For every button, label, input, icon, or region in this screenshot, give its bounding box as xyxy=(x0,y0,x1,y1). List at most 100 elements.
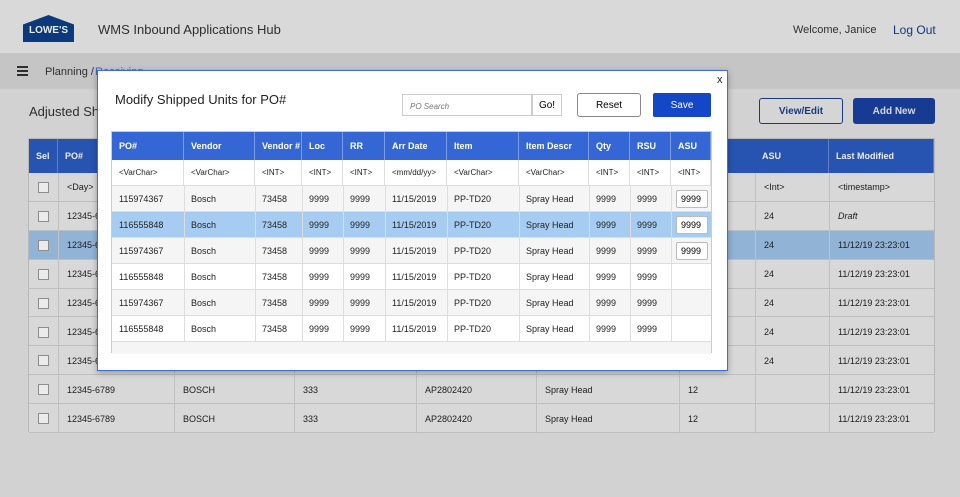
cell-ref: 333 xyxy=(303,384,319,395)
column-divider xyxy=(385,264,386,290)
add-new-button[interactable]: Add New xyxy=(853,98,935,124)
cell: 11/15/2019 xyxy=(392,324,437,334)
welcome: Welcome, Janice xyxy=(793,24,877,36)
type-cell: <VarChar> xyxy=(447,160,519,186)
cell: 115974367 xyxy=(119,194,164,204)
cell-asu: 24 xyxy=(764,240,775,251)
column-header: Vendor xyxy=(184,132,255,160)
column-header: Arr Date xyxy=(385,132,447,160)
type-cell: <INT> xyxy=(255,160,302,186)
cell: 9999 xyxy=(637,194,658,204)
cell: 9999 xyxy=(309,272,330,282)
column-divider xyxy=(343,316,344,342)
column-divider xyxy=(630,238,631,264)
cell-qty: 12 xyxy=(688,384,699,395)
column-header: Qty xyxy=(589,132,630,160)
cell: 115974367 xyxy=(119,298,164,308)
view-edit-button[interactable]: View/Edit xyxy=(759,98,843,124)
column-header: Item Descr xyxy=(519,132,589,160)
checkbox[interactable] xyxy=(38,268,49,280)
column-divider xyxy=(184,238,185,264)
column-header: ASU xyxy=(671,132,711,160)
column-divider xyxy=(519,212,520,238)
save-button[interactable]: Save xyxy=(653,93,711,117)
column-divider xyxy=(184,290,185,316)
cell-modified: 11/12/19 23:23:01 xyxy=(838,269,910,280)
column-header: Sel xyxy=(29,139,58,173)
column-header: ASU xyxy=(755,139,829,173)
cell-po: <Day> xyxy=(67,182,94,193)
cell: 116555848 xyxy=(119,324,164,334)
cell-modified: 11/12/19 23:23:01 xyxy=(838,240,910,251)
cell: 11/15/2019 xyxy=(392,272,437,282)
go-button[interactable]: Go! xyxy=(532,94,562,116)
asu-input[interactable]: 9999 xyxy=(676,242,708,260)
checkbox[interactable] xyxy=(38,413,49,425)
type-cell: <INT> xyxy=(302,160,343,186)
table-row xyxy=(29,375,934,405)
type-cell: <INT> xyxy=(589,160,630,186)
column-divider xyxy=(447,212,448,238)
cell: 11/15/2019 xyxy=(392,194,437,204)
cell: Bosch xyxy=(191,246,217,256)
column-divider xyxy=(829,173,830,433)
cell: Spray Head xyxy=(526,246,574,256)
cell-qty: 12 xyxy=(688,413,699,424)
cell-po: 12345-6789 xyxy=(67,240,116,251)
cell: 9999 xyxy=(350,220,371,230)
column-divider xyxy=(630,264,631,290)
column-divider xyxy=(519,316,520,342)
column-divider xyxy=(302,264,303,290)
asu-input[interactable]: 9999 xyxy=(676,190,708,208)
cell: 73458 xyxy=(262,272,288,282)
close-button[interactable]: x xyxy=(717,74,723,86)
cell-asu: <Int> xyxy=(764,182,785,193)
column-divider xyxy=(447,238,448,264)
modal-table: PO# Vendor Vendor # Loc RR Arr Date Item Item D… xyxy=(111,131,712,354)
cell-modified: 11/12/19 23:23:01 xyxy=(838,326,910,337)
type-cell: <VarChar> xyxy=(184,160,255,186)
type-cell: <INT> xyxy=(671,160,711,186)
table-row xyxy=(112,290,711,316)
cell-modified: 11/12/19 23:23:01 xyxy=(838,384,910,395)
cell: 9999 xyxy=(309,194,330,204)
cell: Spray Head xyxy=(526,298,574,308)
cell-po: 12345-6789 xyxy=(67,413,116,424)
search-input[interactable]: PO Search xyxy=(402,94,532,116)
checkbox[interactable] xyxy=(38,355,49,367)
checkbox[interactable] xyxy=(38,210,49,222)
column-divider xyxy=(343,264,344,290)
checkbox[interactable] xyxy=(38,182,49,193)
cell: 73458 xyxy=(262,298,288,308)
cell: Bosch xyxy=(191,298,217,308)
column-divider xyxy=(447,316,448,342)
logout-link[interactable]: Log Out xyxy=(893,23,936,37)
column-divider xyxy=(343,186,344,212)
cell: 9999 xyxy=(350,324,371,334)
column-divider xyxy=(343,212,344,238)
cell-modified: <timestamp> xyxy=(838,182,891,193)
column-divider xyxy=(671,264,672,290)
column-divider xyxy=(630,316,631,342)
cell-po: 12345-6789 xyxy=(67,211,116,222)
cell: 9999 xyxy=(596,298,617,308)
reset-button[interactable]: Reset xyxy=(577,93,641,117)
column-divider xyxy=(630,212,631,238)
cell-asu: 24 xyxy=(764,298,775,309)
breadcrumb: Planning / xyxy=(45,66,94,78)
cell-po: 12345-6789 xyxy=(67,298,116,309)
cell: 9999 xyxy=(637,298,658,308)
checkbox[interactable] xyxy=(38,297,49,309)
checkbox[interactable] xyxy=(38,326,49,338)
column-divider xyxy=(184,264,185,290)
cell: 9999 xyxy=(637,272,658,282)
column-header: RR xyxy=(343,132,385,160)
type-cell: <mm/dd/yy> xyxy=(385,160,447,186)
checkbox[interactable] xyxy=(38,239,49,251)
cell: 9999 xyxy=(596,246,617,256)
checkbox[interactable] xyxy=(38,384,49,396)
asu-input[interactable]: 9999 xyxy=(676,216,708,234)
column-divider xyxy=(343,238,344,264)
column-divider xyxy=(447,290,448,316)
menu-icon[interactable] xyxy=(17,66,28,68)
